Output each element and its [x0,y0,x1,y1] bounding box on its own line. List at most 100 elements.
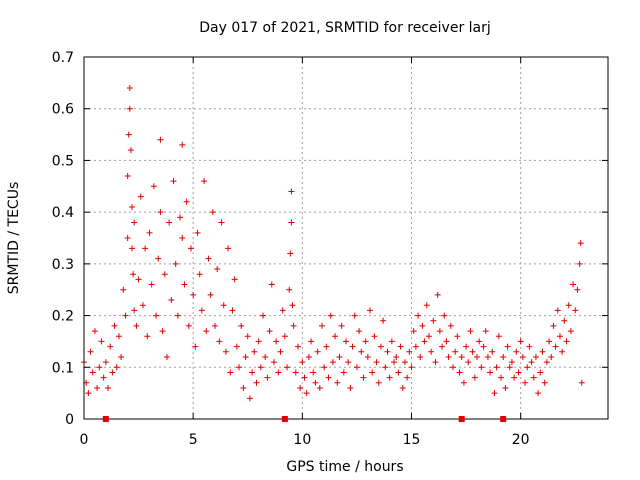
data-point [454,333,461,340]
data-point [362,338,369,345]
data-point [404,374,411,381]
data-point [338,322,345,329]
data-point [183,198,190,205]
data-point [458,353,465,360]
data-point [417,353,424,360]
data-point [94,384,101,391]
data-point [375,379,382,386]
data-point [430,317,437,324]
data-point [122,312,129,319]
data-point [519,353,526,360]
data-point [343,338,349,345]
data-point [89,369,96,376]
data-point [382,364,389,371]
data-point [314,348,321,355]
data-point [133,322,140,329]
data-point [264,374,271,381]
data-point [107,343,114,350]
data-point [150,183,157,190]
data-point [177,214,184,221]
data-point [275,369,282,376]
data-point [286,286,293,293]
data-point [408,364,415,371]
data-point [277,348,284,355]
x-tick-label: 20 [512,432,530,448]
data-point [251,348,258,355]
data-point [85,390,92,397]
data-point [294,343,301,350]
x-tick-label: 10 [293,432,311,448]
data-point [163,353,170,360]
x-axis-marker [500,416,507,422]
data-point [229,307,236,314]
data-point [546,338,553,345]
data-point [541,379,548,386]
data-point [155,255,162,262]
data-point [124,235,131,241]
data-point [214,266,221,273]
data-point [266,328,273,335]
data-point [371,333,378,340]
data-point [284,364,291,371]
x-tick-label: 5 [189,432,198,448]
data-point [174,312,181,319]
data-point [288,188,295,195]
data-point [207,291,214,298]
data-point [576,260,583,267]
data-point [367,307,374,314]
data-point [279,307,286,314]
x-tick-label: 15 [403,432,421,448]
data-point [412,343,419,350]
data-point [244,333,251,340]
data-point [289,302,296,309]
data-point [130,271,137,278]
data-point [290,322,297,329]
data-point [395,369,402,376]
data-point [166,219,173,226]
data-point [131,219,138,226]
data-point [391,359,398,366]
data-point [100,374,107,381]
data-point [373,359,380,366]
data-point [125,131,132,138]
data-point [456,369,463,376]
data-point [500,353,507,360]
data-point [570,281,577,288]
y-tick-label: 0.5 [52,153,74,169]
data-point [578,379,585,386]
data-point [301,374,308,381]
data-point [336,353,343,360]
data-point [554,307,561,314]
data-point [358,348,365,355]
data-point [126,105,133,112]
y-tick-label: 0.2 [52,309,74,325]
data-point [98,338,105,345]
data-point [139,302,146,309]
data-point [190,291,197,298]
data-point [377,343,384,350]
data-point [268,281,275,288]
data-point [187,245,194,252]
data-point [340,369,347,376]
data-point [144,333,151,340]
y-tick-label: 0.1 [52,360,74,376]
data-point [218,219,225,226]
data-point [96,364,103,371]
data-point [537,369,544,376]
data-points [81,85,585,402]
data-point [321,364,328,371]
data-point [220,302,227,309]
data-point [126,85,133,92]
data-point [209,209,216,216]
data-point [240,384,247,391]
data-point [159,328,166,335]
data-point [471,374,478,381]
data-point [556,333,563,340]
data-point [565,302,572,309]
data-point [502,384,509,391]
data-point [205,255,212,262]
data-point [131,307,138,314]
data-point [399,384,406,391]
data-point [137,193,144,200]
